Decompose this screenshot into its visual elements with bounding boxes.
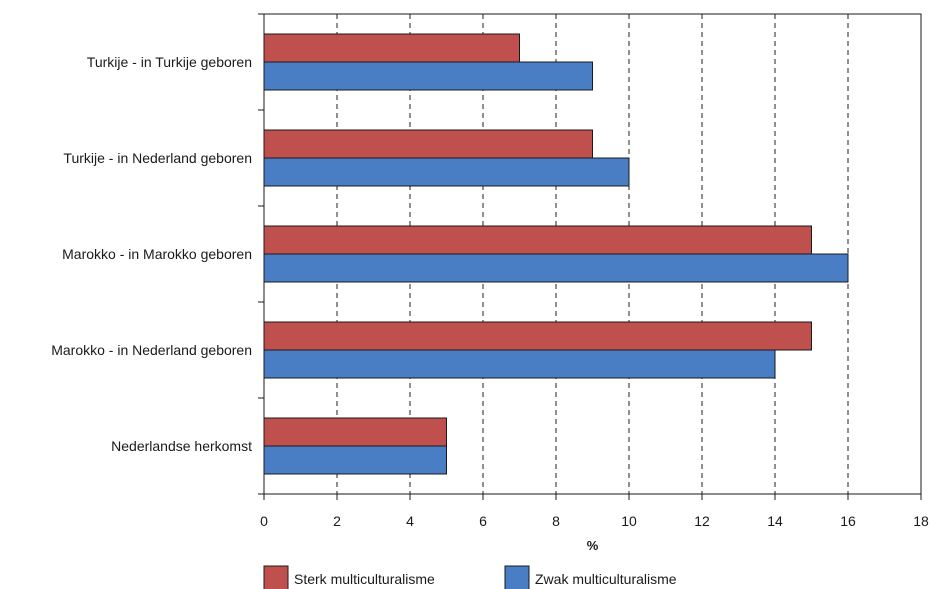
x-tick-label: 16 (840, 513, 856, 529)
bar (263, 225, 812, 255)
category-label: Marokko - in Nederland geboren (51, 342, 252, 358)
legend: Sterk multiculturalisme Zwak multicultura… (263, 565, 677, 589)
x-tick-label: 6 (479, 513, 487, 529)
x-tick-label: 14 (767, 513, 783, 529)
category-label: Turkije - in Nederland geboren (63, 150, 252, 166)
x-tick-label: 2 (333, 513, 341, 529)
labels: Turkije - in Turkije geboren Turkije - in… (51, 54, 929, 553)
bar (263, 61, 593, 91)
axes (258, 13, 922, 500)
x-tick-label: 18 (913, 513, 929, 529)
category-label: Marokko - in Marokko geboren (62, 246, 252, 262)
x-tick-label: 10 (621, 513, 637, 529)
x-tick-label: 12 (694, 513, 710, 529)
legend-label: Sterk multiculturalisme (294, 571, 435, 587)
legend-label: Zwak multiculturalisme (535, 571, 677, 587)
bar (263, 349, 776, 379)
legend-swatch (263, 565, 289, 589)
bar (263, 321, 812, 351)
bar (263, 33, 520, 63)
bar (263, 129, 593, 159)
bar (263, 253, 849, 283)
bars (263, 33, 849, 475)
grid-lines (336, 14, 849, 494)
x-tick-label: 8 (552, 513, 560, 529)
bar (263, 445, 447, 475)
x-tick-label: 0 (260, 513, 268, 529)
category-label: Turkije - in Turkije geboren (87, 54, 252, 70)
category-label: Nederlandse herkomst (111, 438, 252, 454)
plot-frame (263, 13, 922, 495)
bar (263, 417, 447, 447)
bar (263, 157, 630, 187)
x-axis-label: % (587, 538, 599, 553)
legend-swatch (504, 565, 530, 589)
x-tick-label: 4 (406, 513, 414, 529)
